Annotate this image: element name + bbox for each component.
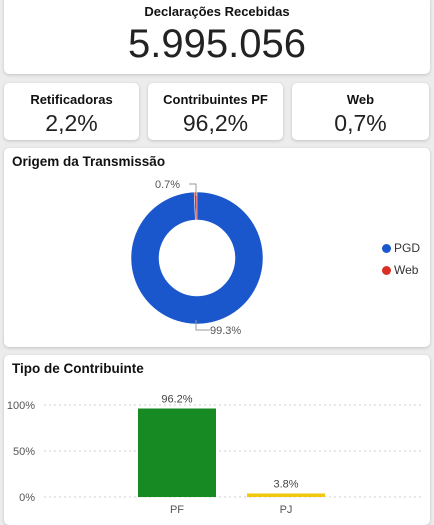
web-pct-label: 0.7% bbox=[155, 179, 180, 191]
origem-transmissao-card: Origem da Transmissão 0.7% 99.3% PGD Web bbox=[4, 148, 430, 347]
declaracoes-recebidas-title: Declarações Recebidas bbox=[144, 4, 290, 19]
web-value: 0,7% bbox=[334, 110, 387, 136]
web-card: Web 0,7% bbox=[292, 83, 429, 140]
x-tick-pf: PF bbox=[170, 504, 184, 516]
contribuintes-pf-title: Contribuintes PF bbox=[163, 92, 268, 107]
bar-pf[interactable] bbox=[138, 408, 216, 497]
web-title: Web bbox=[346, 92, 375, 107]
legend-item-web[interactable]: Web bbox=[382, 263, 418, 277]
web-legend-dot bbox=[382, 265, 391, 275]
web-leader-line bbox=[189, 183, 197, 196]
donut-slice-pgd[interactable] bbox=[130, 191, 264, 325]
declaracoes-recebidas-card: Declarações Recebidas 5.995.056 bbox=[4, 0, 430, 74]
pgd-leader-line bbox=[195, 320, 210, 331]
origem-transmissao-title: Origem da Transmissão bbox=[12, 154, 166, 169]
legend-label-web: Web bbox=[394, 263, 419, 277]
bar-value-label-pf: 96.2% bbox=[161, 393, 192, 405]
retificadoras-title: Retificadoras bbox=[30, 92, 113, 107]
pgd-legend-dot bbox=[382, 243, 391, 253]
declaracoes-recebidas-value: 5.995.056 bbox=[128, 22, 306, 66]
bar-pj[interactable] bbox=[247, 493, 325, 497]
retificadoras-value: 2,2% bbox=[45, 110, 98, 136]
contribuintes-pf-card: Contribuintes PF 96,2% bbox=[148, 83, 283, 140]
contribuintes-pf-value: 96,2% bbox=[182, 110, 249, 136]
y-tick-50: 50% bbox=[13, 446, 35, 458]
retificadoras-card: Retificadoras 2,2% bbox=[4, 83, 139, 140]
tipo-contribuinte-title: Tipo de Contribuinte bbox=[12, 361, 144, 376]
y-tick-100: 100% bbox=[7, 400, 35, 412]
tipo-contribuinte-card: Tipo de Contribuinte 100% 50% 0% 96.2% PF… bbox=[4, 355, 430, 525]
legend-item-pgd[interactable]: PGD bbox=[382, 241, 420, 255]
y-tick-0: 0% bbox=[19, 492, 35, 504]
bar-chart: 100% 50% 0% 96.2% PF 3.8% PJ bbox=[7, 393, 424, 516]
pgd-pct-label: 99.3% bbox=[210, 325, 241, 337]
legend-label-pgd: PGD bbox=[394, 241, 421, 255]
bar-value-label-pj: 3.8% bbox=[273, 479, 298, 491]
x-tick-pj: PJ bbox=[280, 504, 293, 516]
donut-chart: 0.7% 99.3% bbox=[130, 179, 264, 337]
